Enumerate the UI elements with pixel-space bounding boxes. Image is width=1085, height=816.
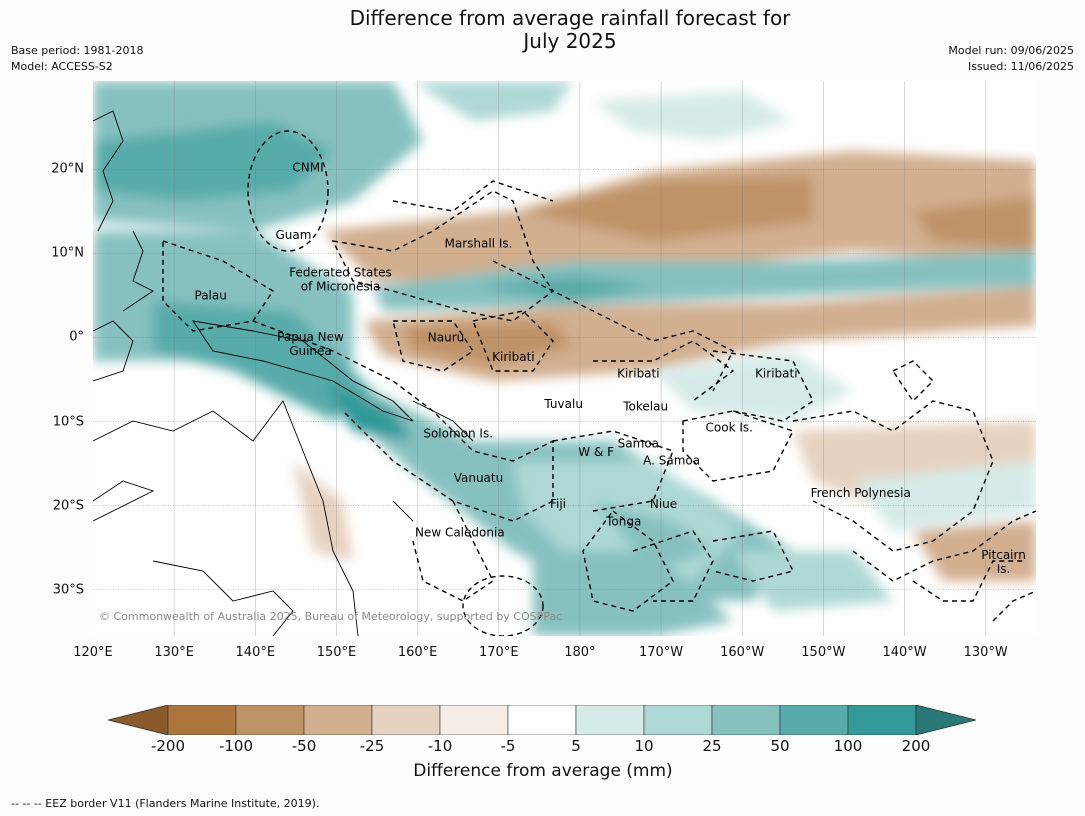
x-tick-label: 120°E — [73, 645, 113, 660]
region-label: Kiribati — [755, 367, 797, 381]
y-tick-label: 20°S — [52, 498, 84, 514]
title-line-2: July 2025 — [523, 29, 617, 53]
colorbar-segment — [643, 705, 713, 735]
x-tick-label: 140°W — [882, 645, 927, 660]
eez-borders — [162, 130, 1036, 636]
colorbar-segment — [439, 705, 509, 735]
x-tick-label: 180° — [564, 645, 596, 660]
colorbar-segment — [575, 705, 645, 735]
colorbar-tick-label: -50 — [291, 737, 317, 755]
colorbar-segment — [847, 705, 917, 735]
region-label: CNMI — [292, 161, 323, 175]
model-name: Model: ACCESS-S2 — [11, 60, 113, 73]
region-label: A. Samoa — [643, 453, 700, 467]
colorbar-segment — [167, 705, 237, 735]
region-label: Fiji — [550, 497, 566, 511]
region-label: Pitcairn Is. — [981, 548, 1026, 576]
rainfall-map: CNMI Guam Marshall Is. Federated States of M… — [93, 81, 1036, 636]
region-label: Nauru — [428, 330, 464, 344]
map-canvas: CNMI Guam Marshall Is. Federated States of M… — [93, 81, 1036, 636]
colorbar — [108, 705, 977, 735]
colorbar-extend-low — [108, 705, 169, 735]
x-tick-label: 150°W — [801, 645, 846, 660]
colorbar-segment — [303, 705, 373, 735]
y-tick-label: 20°N — [51, 161, 84, 177]
meta-right: Model run: 09/06/2025 Issued: 11/06/2025 — [948, 43, 1074, 75]
x-tick-label: 160°W — [720, 645, 765, 660]
base-period: Base period: 1981-2018 — [11, 44, 144, 57]
colorbar-tick-label: -200 — [150, 737, 186, 755]
colorbar-tick-label: -5 — [500, 737, 516, 755]
y-tick-label: 0° — [69, 329, 84, 345]
region-label: Federated States of Micronesia — [289, 265, 391, 293]
y-tick-label: 10°N — [51, 245, 84, 261]
issued-date: Issued: 11/06/2025 — [967, 60, 1074, 73]
eez-legend-note: -- -- -- EEZ border V11 (Flanders Marine… — [11, 797, 320, 810]
y-tick-label: 30°S — [52, 582, 84, 598]
region-label: Tonga — [605, 515, 641, 529]
title-line-1: Difference from average rainfall forecas… — [349, 6, 791, 30]
region-label: Vanuatu — [454, 471, 504, 485]
region-label: Cook Is. — [706, 420, 753, 434]
region-label: Tokelau — [622, 399, 668, 413]
x-tick-label: 130°W — [963, 645, 1008, 660]
chart-title: Difference from average rainfall forecas… — [0, 7, 1085, 53]
anomaly-field — [93, 81, 1036, 636]
x-tick-label: 130°E — [154, 645, 194, 660]
region-label: W & F — [578, 445, 614, 459]
region-label: Kiribati — [492, 350, 534, 364]
region-label: Niue — [650, 497, 677, 511]
colorbar-tick-label: -100 — [218, 737, 254, 755]
y-tick-label: 10°S — [52, 414, 84, 430]
colorbar-label: Difference from average (mm) — [413, 761, 673, 781]
model-run: Model run: 09/06/2025 — [948, 44, 1074, 57]
colorbar-segment — [371, 705, 441, 735]
meta-left: Base period: 1981-2018 Model: ACCESS-S2 — [11, 43, 143, 75]
region-label: Palau — [195, 288, 227, 302]
region-label: Tuvalu — [543, 397, 583, 411]
x-tick-label: 170°W — [638, 645, 684, 660]
region-label: Guam — [275, 228, 311, 242]
region-label: Samoa — [618, 436, 659, 450]
region-label: French Polynesia — [811, 486, 911, 500]
colorbar-extend-high — [915, 705, 977, 735]
copyright-text: © Commonwealth of Australia 2025, Bureau… — [99, 610, 562, 623]
colorbar-segment — [711, 705, 781, 735]
colorbar-tick-label: -25 — [359, 737, 385, 755]
region-label: Marshall Is. — [445, 236, 513, 250]
colorbar-tick-label: 5 — [571, 737, 581, 755]
colorbar-tick-label: 50 — [770, 737, 790, 755]
graticule — [93, 81, 1036, 636]
x-tick-label: 150°E — [316, 645, 357, 660]
region-label: New Caledonia — [415, 526, 505, 540]
coastlines — [93, 110, 474, 636]
x-tick-label: 160°E — [397, 645, 438, 660]
colorbar-tick-label: 10 — [634, 737, 654, 755]
colorbar-tick-label: 200 — [901, 737, 931, 755]
colorbar-segment — [235, 705, 305, 735]
colorbar-tick-label: 100 — [833, 737, 863, 755]
colorbar-segment — [779, 705, 849, 735]
region-label: Kiribati — [617, 367, 659, 381]
x-tick-label: 140°E — [235, 645, 276, 660]
colorbar-tick-label: -10 — [427, 737, 453, 755]
colorbar-segment — [507, 705, 577, 735]
colorbar-tick-label: 25 — [702, 737, 722, 755]
region-label: Solomon Is. — [423, 426, 493, 440]
x-tick-label: 170°E — [479, 645, 519, 660]
region-label: Papua New Guinea — [277, 330, 344, 358]
region-labels: CNMI Guam Marshall Is. Federated States of M… — [195, 161, 1026, 576]
